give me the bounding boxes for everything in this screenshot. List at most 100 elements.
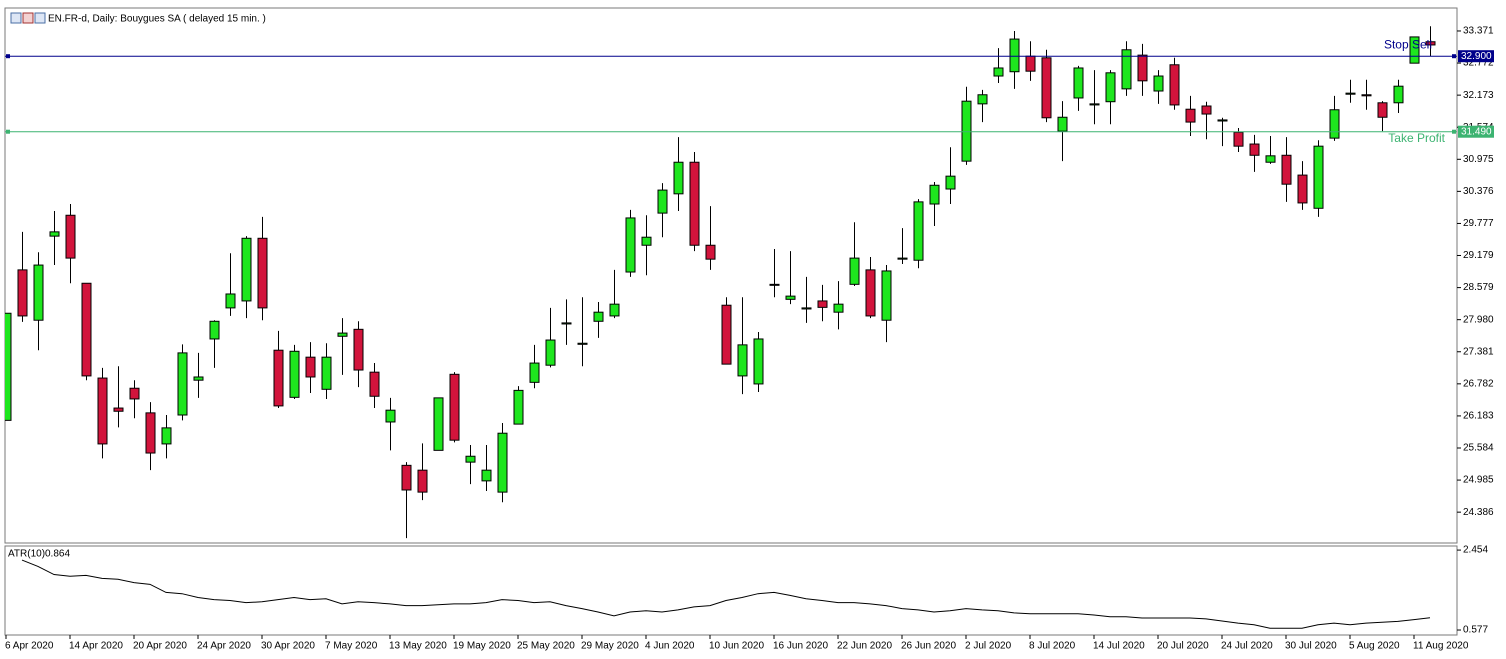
candle-body (689, 161, 700, 246)
candle-body (945, 175, 956, 190)
candle-body (513, 389, 524, 425)
x-tick-label: 13 May 2020 (389, 641, 447, 652)
candle-body (1313, 145, 1324, 209)
x-tick-label: 19 May 2020 (453, 641, 511, 652)
level-price-box (1458, 125, 1494, 138)
atr-line (21, 559, 1431, 629)
candle-body (161, 427, 172, 445)
candle-body (1009, 38, 1020, 73)
y-tick-label: 30.376 (1463, 186, 1494, 197)
chart-header: EN.FR-d, Daily: Bouygues SA ( delayed 15… (48, 14, 266, 25)
candle-body (545, 339, 556, 366)
candle-body (657, 189, 668, 214)
candle-body (1137, 54, 1148, 82)
candle-body (81, 282, 92, 377)
y-tick-label: 32.772 (1463, 58, 1494, 69)
candle-body (129, 387, 140, 400)
x-tick-label: 20 Jul 2020 (1157, 641, 1209, 652)
candle-body (1153, 75, 1164, 92)
x-tick-label: 30 Apr 2020 (261, 641, 315, 652)
candle-body (1185, 108, 1196, 123)
x-tick-label: 24 Jul 2020 (1221, 641, 1273, 652)
y-tick-label: 27.980 (1463, 314, 1494, 325)
level-price-box (1458, 50, 1494, 63)
y-tick-label: 30.975 (1463, 154, 1494, 165)
candle-body (1025, 55, 1036, 72)
candle-body (849, 257, 860, 285)
candle-body (481, 469, 492, 482)
candle-body (401, 464, 412, 491)
candle-body (337, 332, 348, 337)
candle-body (1249, 143, 1260, 156)
candle-body (369, 371, 380, 397)
level-name: Stop Sell (1384, 37, 1432, 51)
y-tick-label: 29.179 (1463, 250, 1494, 261)
y-tick-label: 26.183 (1463, 411, 1494, 422)
candle-body (529, 362, 540, 383)
candle-body (305, 356, 316, 378)
candle-body (673, 161, 684, 195)
candle-body (1393, 85, 1404, 104)
level-name: Take Profit (1388, 131, 1445, 145)
x-tick-label: 6 Apr 2020 (5, 641, 54, 652)
candle-body (801, 307, 812, 310)
candle-body (1169, 64, 1180, 106)
x-tick-label: 22 Jun 2020 (837, 641, 892, 652)
candle-body (625, 217, 636, 273)
candle-body (65, 214, 76, 259)
x-tick-label: 16 Jun 2020 (773, 641, 828, 652)
candle-body (113, 407, 124, 412)
y-tick-label: 24.386 (1463, 507, 1494, 518)
candle-body (1105, 72, 1116, 103)
x-tick-label: 14 Jul 2020 (1093, 641, 1145, 652)
candle-body (353, 328, 364, 371)
y-tick-label: 33.371 (1463, 26, 1494, 37)
candle-body (641, 236, 652, 246)
candle-body (433, 397, 444, 451)
candle-body (1041, 57, 1052, 119)
y-tick-label: 25.584 (1463, 443, 1494, 454)
candle-body (449, 373, 460, 441)
x-tick-label: 24 Apr 2020 (197, 641, 251, 652)
level-marker (6, 129, 10, 134)
candle-body (257, 237, 268, 309)
y-tick-label: 29.777 (1463, 218, 1494, 229)
candle-body (865, 269, 876, 317)
candle-body (1089, 103, 1100, 106)
x-tick-label: 29 May 2020 (581, 641, 639, 652)
candle-body (593, 311, 604, 322)
y-tick-label: 32.173 (1463, 90, 1494, 101)
price-plot (5, 26, 1457, 539)
y-tick-label: 2.454 (1463, 545, 1488, 556)
y-tick-label: 28.579 (1463, 282, 1494, 293)
candle-body (737, 344, 748, 377)
candle-body (977, 94, 988, 105)
candle-body (177, 352, 188, 416)
indicator-name: ATR(10) (8, 549, 45, 560)
level-price-label: 32.900 (1461, 51, 1492, 62)
y-tick-label: 27.381 (1463, 346, 1494, 357)
x-tick-label: 11 Aug 2020 (1413, 641, 1469, 652)
candle-body (33, 264, 44, 321)
y-tick-label: 0.577 (1463, 625, 1488, 636)
candle-body (1281, 154, 1292, 185)
candle-body (1121, 49, 1132, 90)
x-tick-label: 14 Apr 2020 (69, 641, 123, 652)
candle-body (785, 295, 796, 300)
candle-body (145, 412, 156, 454)
candle-body (929, 184, 940, 205)
candle-body (417, 469, 428, 493)
x-tick-label: 7 May 2020 (325, 641, 378, 652)
candle-body (273, 349, 284, 407)
candle-body (897, 257, 908, 260)
candle-body (1425, 41, 1436, 46)
candle-body (497, 432, 508, 493)
candle-body (193, 376, 204, 381)
candle-body (881, 270, 892, 321)
indicator-value: 0.864 (45, 549, 70, 560)
candle-body (209, 320, 220, 340)
candle-body (1345, 92, 1356, 95)
candle-body (913, 201, 924, 261)
